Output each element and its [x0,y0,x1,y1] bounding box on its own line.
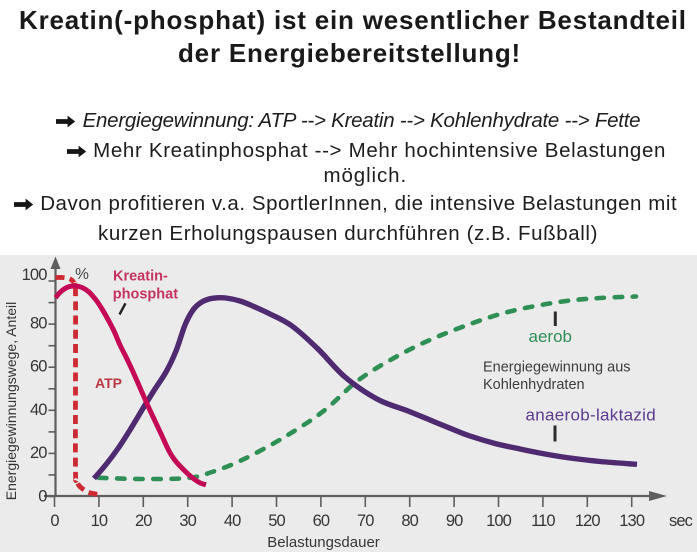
svg-text:120: 120 [575,512,601,530]
svg-text:30: 30 [179,512,196,530]
svg-text:110: 110 [531,512,555,530]
svg-text:70: 70 [357,512,374,530]
svg-text:Energiegewinnung aus: Energiegewinnung aus [483,360,631,376]
svg-text:Kreatin-: Kreatin- [113,268,168,284]
svg-text:%: % [75,266,89,283]
svg-text:Kohlenhydraten: Kohlenhydraten [483,377,585,393]
svg-text:100: 100 [486,512,512,530]
svg-text:sec: sec [669,512,693,530]
svg-text:60: 60 [30,358,47,376]
svg-text:0: 0 [50,512,59,530]
svg-text:anaerob-laktazid: anaerob-laktazid [526,406,657,425]
svg-text:aerob: aerob [529,327,572,346]
svg-text:0: 0 [38,487,47,505]
svg-text:phosphat: phosphat [113,287,178,303]
svg-text:40: 40 [224,512,241,530]
svg-text:100: 100 [22,266,48,284]
svg-text:20: 20 [30,444,47,462]
svg-text:Belastungsdauer: Belastungsdauer [267,534,380,551]
svg-text:10: 10 [91,512,108,530]
svg-text:20: 20 [135,512,152,530]
svg-text:40: 40 [30,401,47,419]
svg-text:Energiegewinnungswege, Anteil: Energiegewinnungswege, Anteil [3,302,19,500]
svg-text:ATP: ATP [95,375,122,391]
svg-text:80: 80 [30,315,47,333]
svg-text:130: 130 [619,512,645,530]
svg-text:80: 80 [401,512,418,530]
svg-text:90: 90 [446,512,463,530]
svg-text:50: 50 [268,512,285,530]
svg-text:60: 60 [313,512,330,530]
